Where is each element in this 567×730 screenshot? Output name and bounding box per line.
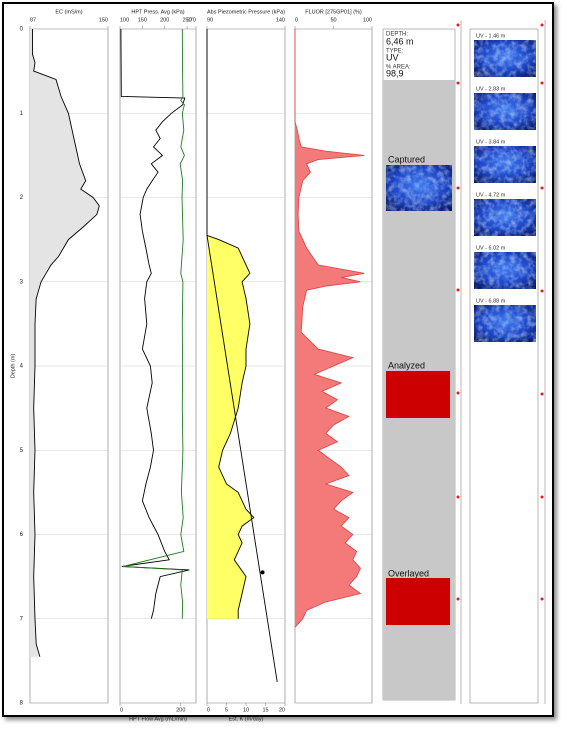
x2-tick-label: 5 xyxy=(225,707,228,713)
x2-axis-label: Est. K (m/day) xyxy=(229,716,264,722)
marker-dot xyxy=(540,23,544,27)
track-title: EC (mS/m) xyxy=(55,9,82,15)
marker-dot xyxy=(456,288,460,292)
track-title: Abs Piezometric Pressure (kPa) xyxy=(207,9,285,15)
marker-dot xyxy=(456,597,460,601)
thumbnail-label: UV - 6.88 m xyxy=(476,298,506,304)
y-tick-label: 5 xyxy=(20,448,24,454)
x-tick-label: 150 xyxy=(138,17,147,23)
thumbnail-label: UV - 1.46 m xyxy=(476,33,506,39)
analyzed-image xyxy=(386,371,450,418)
depth-label: DEPTH: xyxy=(386,32,408,38)
marker-dot xyxy=(456,23,460,27)
x2-tick-label: 0 xyxy=(120,707,123,713)
marker-dot xyxy=(540,597,544,601)
thumbnail-label: UV - 4.72 m xyxy=(476,192,506,198)
area-value: 98,9 xyxy=(386,68,404,78)
x-tick-label: 0 xyxy=(295,17,298,23)
thumbnail-frame xyxy=(469,28,539,704)
x-tick-label: 140 xyxy=(276,17,285,23)
x-tick-label: 100 xyxy=(363,17,372,23)
x-tick-label: 87 xyxy=(30,17,36,23)
thumbnail-label: UV - 3.84 m xyxy=(476,139,506,145)
area xyxy=(207,235,254,619)
track-title: FLUOR [275GP01] (%) xyxy=(305,9,362,15)
y-tick-label: 7 xyxy=(20,616,24,622)
marker-dot xyxy=(456,391,460,395)
thumbnail-texture xyxy=(474,146,536,183)
thumbnail-texture xyxy=(474,252,536,289)
data-point xyxy=(260,570,265,575)
curve xyxy=(206,234,255,619)
curve xyxy=(32,29,100,657)
marker-dot xyxy=(540,289,544,293)
area xyxy=(30,29,100,657)
marker-dot xyxy=(540,495,544,499)
x2-tick-label: 10 xyxy=(243,707,249,713)
y-tick-label: 1 xyxy=(20,111,24,117)
x-tick-label: 100 xyxy=(120,17,129,23)
marker-dot xyxy=(540,81,544,85)
x-tick-label: 250 xyxy=(182,17,191,23)
y-tick-label: 8 xyxy=(20,701,24,707)
x-tick-label: 150 xyxy=(99,17,108,23)
curve xyxy=(122,28,185,619)
marker-dot xyxy=(540,186,544,190)
track-title: HPT Press. Avg (kPa) xyxy=(131,9,184,15)
x2-tick-label: 200 xyxy=(176,707,185,713)
thumbnails: UV - 1.46 m UV - 2.83 m UV - 3.84 m UV - 4.… xyxy=(474,33,536,342)
x-tick-label: 270 xyxy=(187,17,196,23)
x-tick-label: 200 xyxy=(160,17,169,23)
type-label: TYPE: xyxy=(386,49,404,55)
thumbnail-label: UV - 2.83 m xyxy=(476,86,506,92)
marker-dot xyxy=(540,392,544,396)
x-tick-label: 50 xyxy=(330,17,336,23)
thumbnail-texture xyxy=(474,93,536,130)
x-tick-label: 90 xyxy=(207,17,213,23)
marker-dot xyxy=(456,495,460,499)
y-tick-label: 6 xyxy=(20,532,24,538)
marker-dot xyxy=(456,81,460,85)
overlayed-image xyxy=(386,578,450,625)
x2-tick-label: 20 xyxy=(279,707,285,713)
y-tick-label: 2 xyxy=(20,195,24,201)
curve xyxy=(120,28,190,619)
marker-dot xyxy=(456,186,460,190)
curve xyxy=(206,29,278,682)
y-tick-label: 0 xyxy=(20,27,24,33)
image-texture xyxy=(386,165,452,211)
type-value: UV xyxy=(386,52,399,62)
area-label: % AREA: xyxy=(386,65,411,71)
thumbnail-texture xyxy=(474,199,536,236)
image-label: Overlayed xyxy=(388,568,429,578)
y-axis-label: Depth (m) xyxy=(10,354,16,379)
image-label: Analyzed xyxy=(388,360,425,370)
thumbnail-label: UV - 6.02 m xyxy=(476,245,506,251)
depth-value: 6,46 m xyxy=(386,36,414,46)
image-label: Captured xyxy=(388,154,425,164)
thumbnail-texture xyxy=(474,40,536,77)
x2-tick-label: 15 xyxy=(262,707,268,713)
area xyxy=(295,29,365,628)
y-tick-label: 3 xyxy=(20,279,24,285)
x2-tick-label: 0 xyxy=(207,707,210,713)
curve xyxy=(294,29,365,628)
x2-axis-label: HPT Flow Avg (mL/min) xyxy=(129,716,187,722)
image-panel: DEPTH: 6,46 m TYPE: UV % AREA: 98,9 Capt… xyxy=(382,20,546,704)
y-tick-label: 4 xyxy=(20,364,24,370)
thumbnail-texture xyxy=(474,305,536,342)
depth-markers xyxy=(456,23,544,601)
